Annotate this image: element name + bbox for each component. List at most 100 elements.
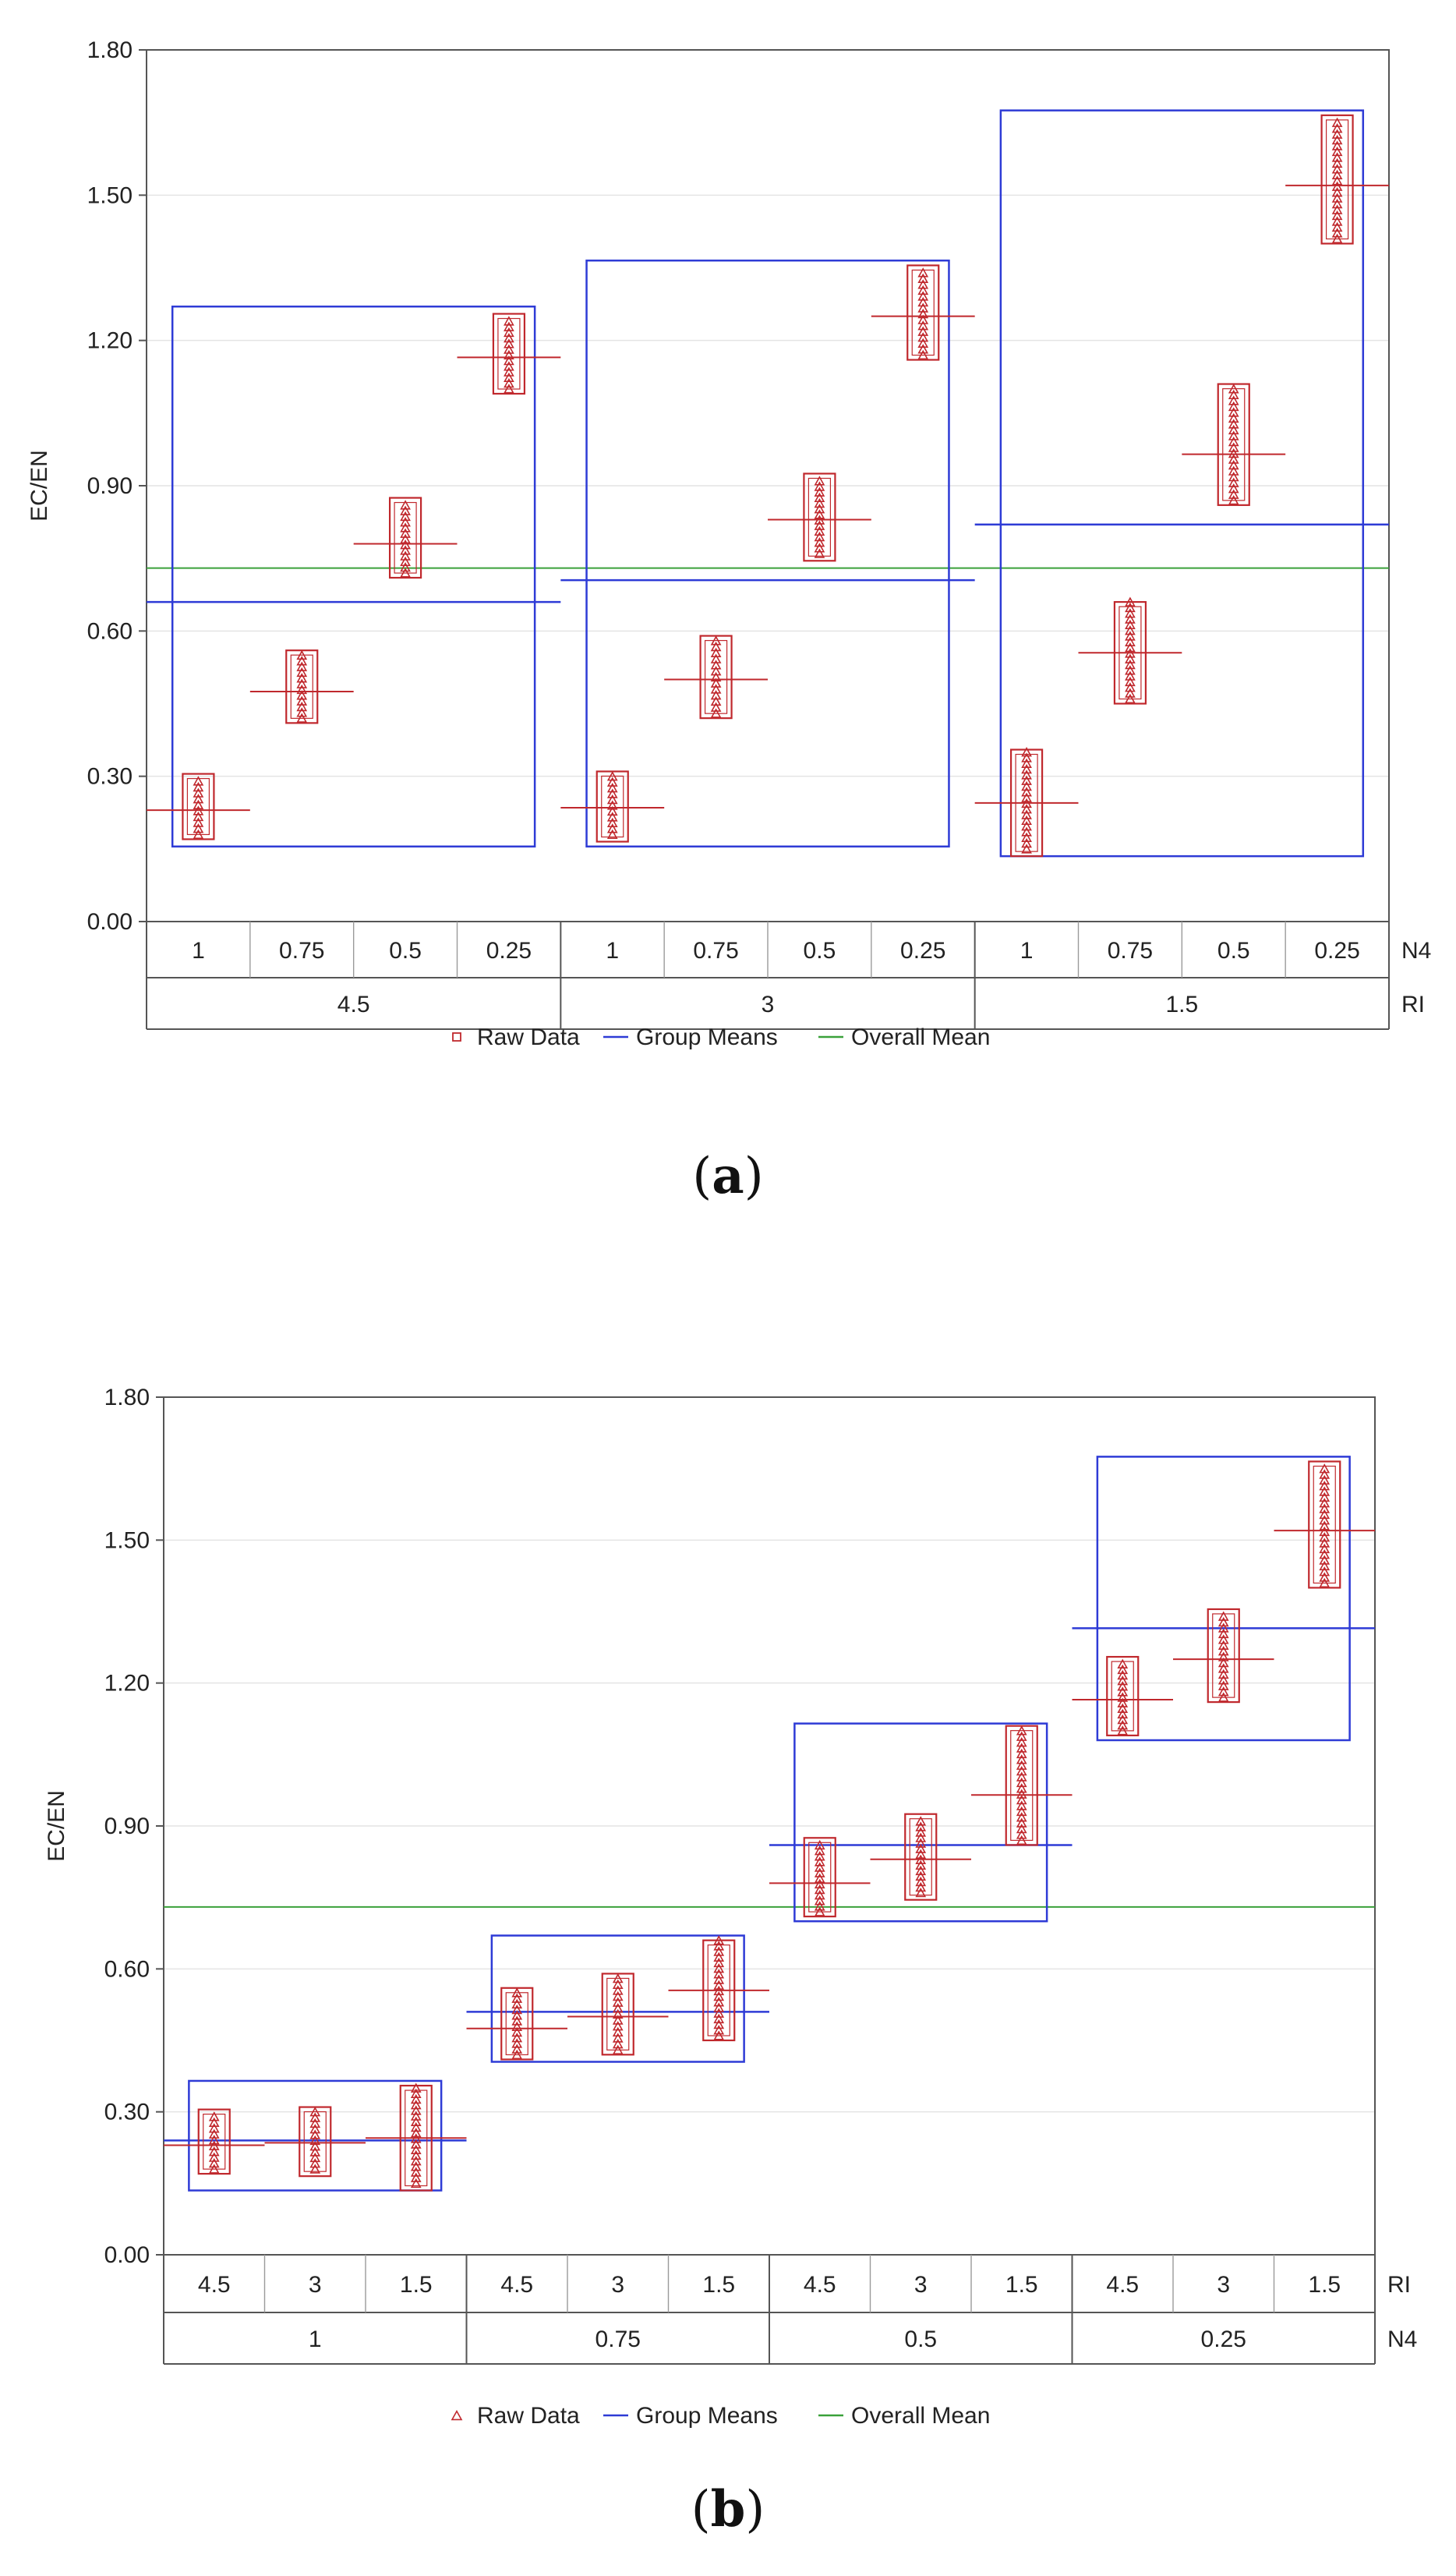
cell-inner-box [203,2114,226,2170]
raw-data-point [1125,631,1136,641]
cell-inner-box [909,1818,932,1896]
chart-panel-b: 0.00 0.30 0.60 0.90 1.20 1.50 1.80 EC/EN 4.5 3 1.5… [44,1385,1417,2539]
raw-data-point [1319,1520,1331,1530]
raw-data-point [1016,1829,1027,1839]
raw-data-point [1319,1566,1331,1576]
raw-data-point [1125,653,1136,663]
raw-data-point [1016,1806,1027,1817]
legend-swatch-raw-data [452,1032,461,1042]
raw-data-point [504,321,514,331]
raw-data-point [504,384,514,394]
raw-data-point [1228,471,1239,482]
raw-data-point [1331,157,1343,168]
raw-data-point [410,2128,422,2138]
raw-data-point [400,516,411,527]
group-box [490,1934,745,2063]
raw-data-point [917,296,929,307]
raw-data-point [1331,134,1343,145]
raw-data-point [1125,665,1136,675]
raw-data-point [915,1870,927,1881]
raw-data-point [1228,407,1239,417]
panel-caption-letter: b [711,2480,746,2539]
raw-data-point [296,690,308,700]
raw-data-point [1228,483,1239,494]
raw-data-point [710,684,722,694]
raw-data-point [814,497,825,508]
raw-data-point [917,285,929,295]
raw-data-point [915,1838,927,1848]
raw-data-point [504,349,514,360]
inner-factor-label: RI [1387,2272,1411,2298]
raw-data-point [612,2015,624,2025]
raw-data-point [511,1987,523,1997]
raw-data-point [1021,763,1032,774]
raw-data-point [713,2013,725,2024]
inner-category-label: 1.5 [400,2272,433,2298]
raw-data-point [1331,181,1343,191]
raw-data-point [410,2100,422,2110]
raw-data-point [1331,123,1343,133]
raw-data-point [1125,693,1136,704]
raw-data-point [309,2135,321,2146]
raw-data-point [1117,1708,1129,1719]
raw-data-point [713,2008,725,2018]
cell-box [197,2108,231,2175]
raw-data-point [309,2164,321,2174]
raw-data-point [1319,1572,1331,1582]
raw-data-point [814,1901,825,1911]
inner-category-label: 0.75 [279,938,324,964]
raw-data-point [917,320,929,331]
raw-data-point [814,1873,825,1883]
raw-data-point [1228,430,1239,441]
raw-data-point [1228,477,1239,487]
raw-data-point [511,2038,523,2048]
y-tick-label: 0.00 [87,909,133,935]
inner-category-label: 1.5 [1005,2272,1038,2298]
raw-data-point [400,500,411,510]
raw-data-point [1117,1681,1129,1691]
raw-data-point [1117,1658,1129,1668]
raw-data-point [1117,1669,1129,1680]
raw-data-point [1319,1463,1331,1474]
raw-data-point [1319,1560,1331,1571]
inner-category-label: 4.5 [198,2272,231,2298]
raw-data-point [1021,752,1032,763]
raw-data-point [410,2111,422,2121]
raw-data-point [1016,1817,1027,1828]
raw-data-point [1319,1491,1331,1502]
raw-data-point [1021,821,1032,831]
raw-data-point [1125,596,1136,607]
raw-data-point [1331,204,1343,214]
raw-data-point [612,1979,624,1989]
raw-data-point [710,665,722,676]
raw-data-point [208,2123,220,2133]
raw-data-point [606,777,618,787]
raw-data-point [1217,1628,1229,1639]
inner-category-label: 4.5 [804,2272,836,2298]
raw-data-point [193,776,204,786]
legend-swatch-raw-data [451,2409,463,2421]
raw-data-point [1217,1668,1229,1679]
legend-label: Group Means [636,2403,778,2429]
raw-data-point [400,550,411,561]
raw-data-point [1117,1692,1129,1702]
cell-inner-box [1111,1661,1134,1732]
raw-data-point [606,812,618,822]
raw-data-point [1228,436,1239,447]
cell-box [904,1813,938,1901]
panel-caption-open: ( [692,1148,712,1205]
raw-data-point [1117,1714,1129,1725]
raw-data-point [917,349,929,360]
raw-data-point [917,308,929,319]
raw-data-point [1125,642,1136,653]
raw-data-point [1217,1680,1229,1690]
raw-data-point [296,707,308,717]
raw-data-point [1319,1498,1331,1508]
raw-data-point [1331,117,1343,127]
cell-box [803,1837,836,1918]
raw-data-point [309,2107,321,2117]
y-axis-label: EC/EN [27,450,52,522]
raw-data-point [410,2144,422,2154]
raw-data-point [410,2150,422,2160]
raw-data-point [410,2116,422,2126]
